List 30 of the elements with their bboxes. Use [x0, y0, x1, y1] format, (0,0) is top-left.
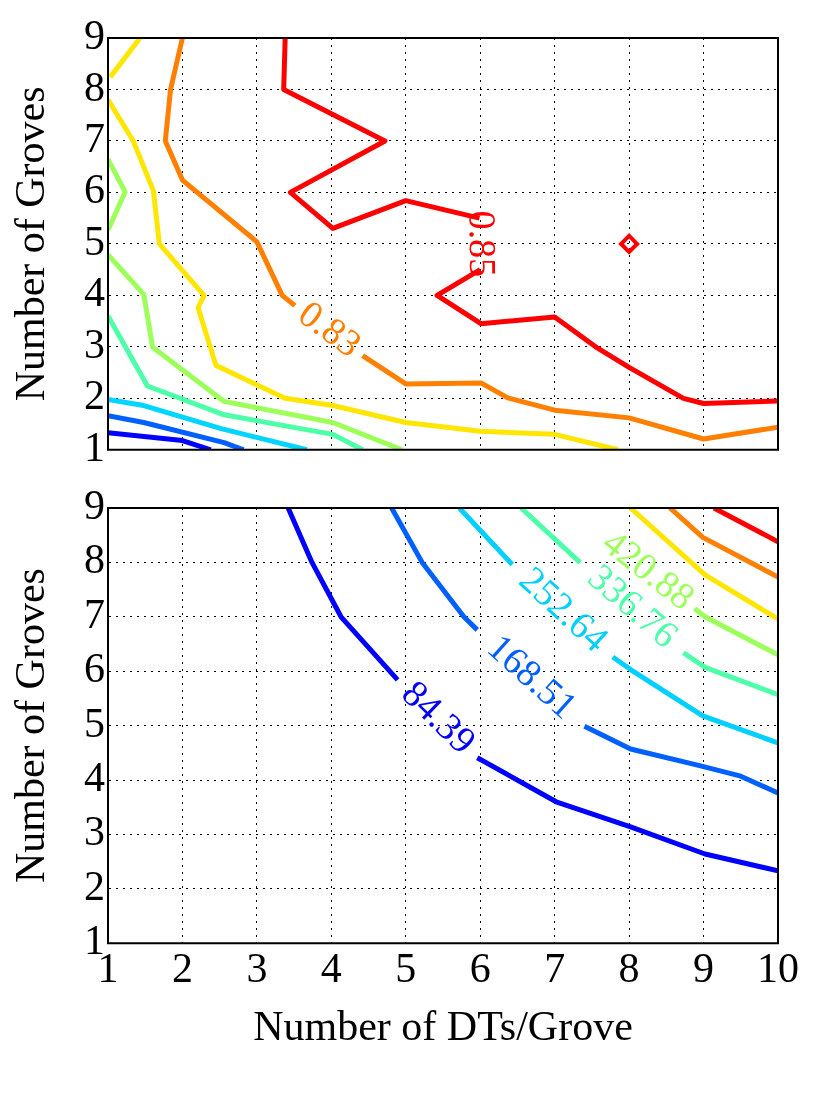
y-axis-title: Number of Groves — [7, 86, 54, 402]
x-tick-label: 6 — [469, 945, 491, 992]
x-tick-label: 7 — [544, 945, 566, 992]
y-tick-label: 6 — [84, 166, 105, 213]
y-tick-label: 4 — [84, 754, 105, 801]
x-axis-title: Number of DTs/Grove — [253, 1002, 633, 1049]
y-tick-label: 5 — [84, 217, 105, 264]
y-axis-title: Number of Groves — [7, 568, 54, 884]
text: 0.83 — [291, 291, 370, 365]
y-tick-label: 7 — [84, 590, 105, 637]
x-tick-label: 3 — [246, 945, 268, 992]
y-tick-label: 8 — [84, 63, 105, 110]
y-tick-label: 8 — [84, 536, 105, 583]
x-tick-label: 8 — [618, 945, 640, 992]
y-tick-label: 6 — [84, 645, 105, 692]
x-tick-label: 2 — [171, 945, 193, 992]
y-tick-label: 3 — [84, 808, 105, 855]
y-tick-label: 9 — [84, 12, 105, 59]
y-tick-label: 2 — [84, 372, 105, 419]
y-tick-label: 4 — [84, 269, 105, 316]
y-tick-label: 5 — [84, 699, 105, 746]
y-tick-label: 3 — [84, 320, 105, 367]
y-tick-label: 7 — [84, 114, 105, 161]
x-tick-label: 4 — [320, 945, 342, 992]
x-tick-label: 5 — [395, 945, 417, 992]
y-tick-label: 9 — [84, 482, 105, 529]
y-tick-label: 1 — [84, 423, 105, 470]
x-tick-label: 10 — [757, 945, 799, 992]
x-tick-label: 9 — [693, 945, 715, 992]
y-tick-label: 2 — [84, 862, 105, 909]
